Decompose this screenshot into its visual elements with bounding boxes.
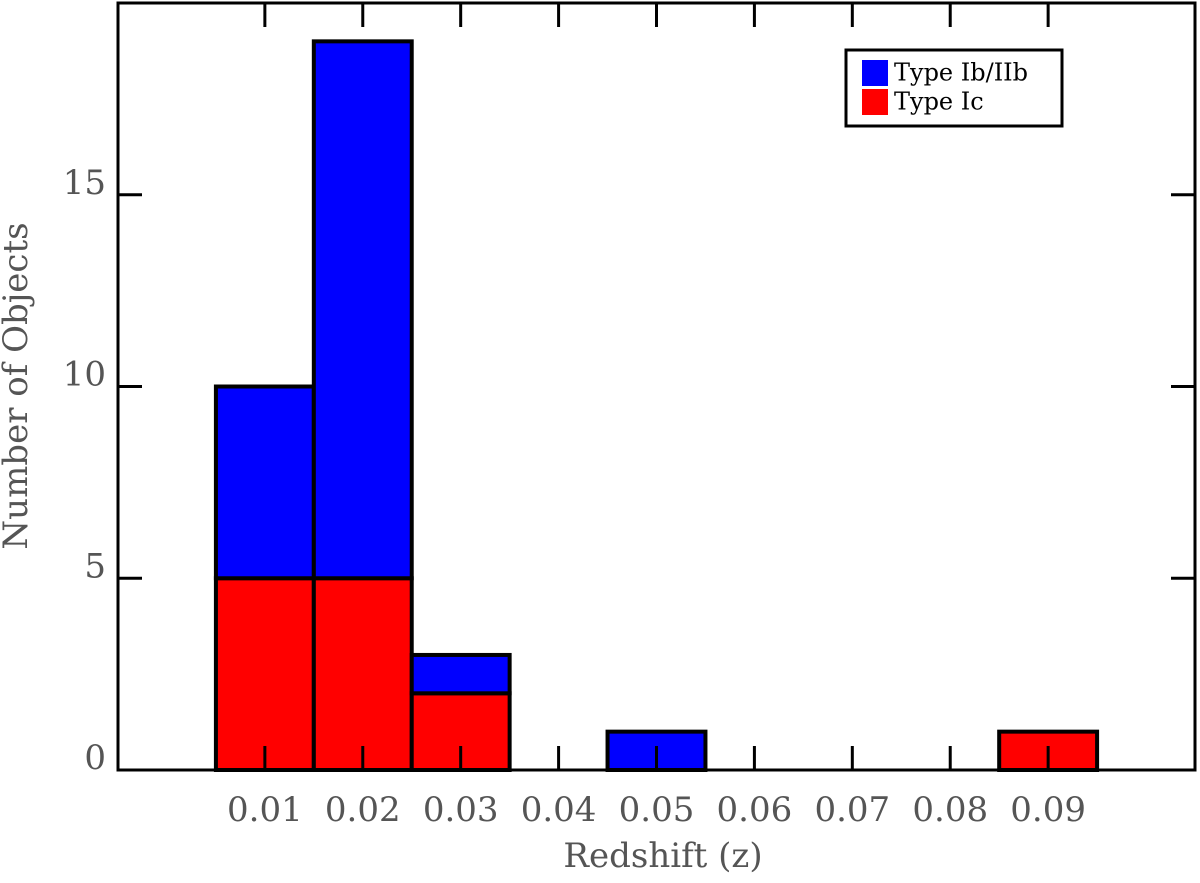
x-tick-label: 0.01 (227, 790, 303, 830)
x-tick-label: 0.02 (325, 790, 401, 830)
x-tick-label: 0.09 (1010, 790, 1086, 830)
x-axis-label: Redshift (z) (563, 836, 762, 876)
bar (311, 576, 414, 772)
y-tick-label: 15 (63, 163, 106, 203)
x-tick-label: 0.04 (521, 790, 597, 830)
legend-swatch (862, 60, 888, 86)
bar (409, 652, 512, 696)
y-tick-label: 10 (63, 355, 106, 395)
legend-label: Type Ic (894, 88, 984, 116)
legend-label: Type Ib/IIb (894, 59, 1028, 87)
y-tick-label: 5 (84, 546, 106, 586)
x-tick-label: 0.05 (619, 790, 695, 830)
x-tick-label: 0.06 (717, 790, 793, 830)
bar (311, 39, 414, 581)
bar (213, 576, 316, 772)
x-tick-label: 0.07 (814, 790, 890, 830)
y-axis-label: Number of Objects (0, 222, 36, 549)
x-tick-label: 0.08 (912, 790, 988, 830)
x-tick-label: 0.03 (423, 790, 499, 830)
legend-swatch (862, 89, 888, 115)
y-tick-label: 0 (84, 738, 106, 778)
bar (213, 384, 316, 581)
